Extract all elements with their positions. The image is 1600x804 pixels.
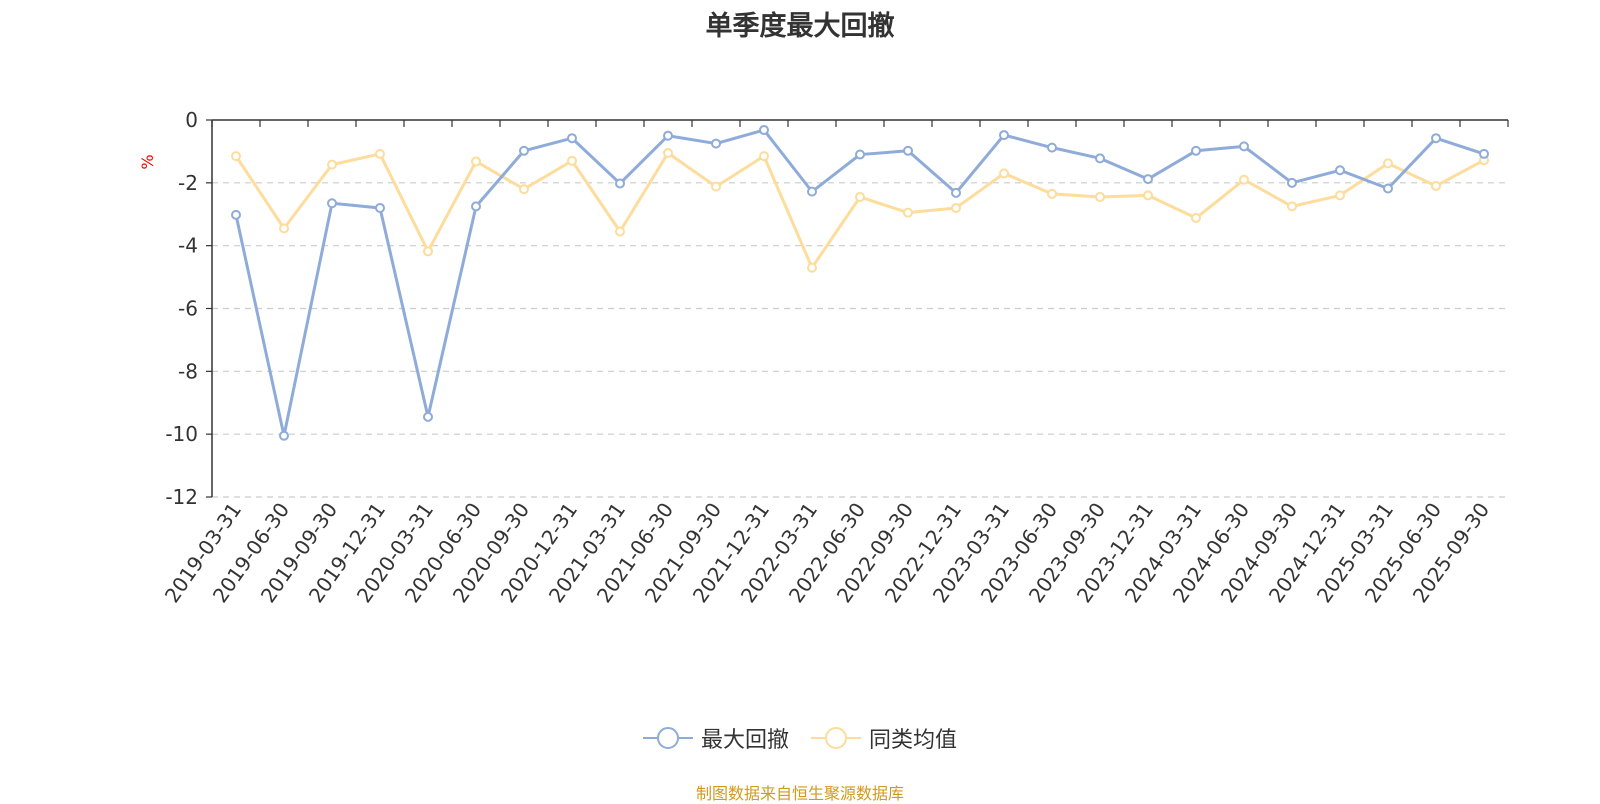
- data-point-peer-average: [231, 151, 241, 162]
- data-point-peer-average: [759, 151, 769, 162]
- legend-item-max-drawdown[interactable]: 最大回撤: [642, 722, 789, 754]
- data-point-peer-average: [1335, 190, 1345, 201]
- data-point-peer-average: [615, 226, 625, 237]
- data-point-peer-average: [327, 159, 337, 170]
- data-point-max-drawdown: [1047, 142, 1057, 153]
- data-point-max-drawdown: [279, 430, 289, 441]
- legend-label-max-drawdown: 最大回撤: [700, 728, 789, 753]
- data-point-peer-average: [1383, 158, 1393, 169]
- data-point-max-drawdown: [951, 187, 961, 198]
- data-point-peer-average: [471, 156, 481, 167]
- series-line-max-drawdown: [234, 128, 1485, 438]
- data-point-max-drawdown: [423, 411, 433, 422]
- data-point-peer-average: [1095, 191, 1105, 202]
- y-axis-unit: %: [138, 154, 157, 169]
- data-point-peer-average: [951, 202, 961, 213]
- data-point-max-drawdown: [375, 202, 385, 213]
- data-point-max-drawdown: [1383, 183, 1393, 194]
- data-point-max-drawdown: [711, 138, 721, 149]
- data-point-max-drawdown: [615, 178, 625, 189]
- data-point-max-drawdown: [1239, 141, 1249, 152]
- legend-swatch-peer-average: [811, 727, 861, 749]
- chart-title: 单季度最大回撤: [705, 11, 895, 42]
- data-point-max-drawdown: [231, 209, 241, 220]
- data-point-peer-average: [999, 168, 1009, 179]
- data-point-max-drawdown: [519, 145, 529, 156]
- y-tick-label: -12: [165, 485, 198, 509]
- data-point-max-drawdown: [807, 186, 817, 197]
- legend-label-peer-average: 同类均值: [869, 728, 958, 753]
- data-point-max-drawdown: [1335, 165, 1345, 176]
- data-point-peer-average: [423, 246, 433, 257]
- data-point-max-drawdown: [1191, 145, 1201, 156]
- data-point-peer-average: [711, 181, 721, 192]
- data-point-peer-average: [663, 147, 673, 158]
- data-point-max-drawdown: [663, 130, 673, 141]
- data-point-peer-average: [519, 184, 529, 195]
- data-source-note: 制图数据来自恒生聚源数据库: [695, 784, 904, 803]
- data-point-max-drawdown: [1287, 177, 1297, 188]
- data-point-max-drawdown: [567, 133, 577, 144]
- legend: 最大回撤 同类均值: [0, 722, 1600, 754]
- data-point-peer-average: [375, 148, 385, 159]
- data-point-peer-average: [855, 191, 865, 202]
- data-point-max-drawdown: [759, 125, 769, 136]
- data-point-max-drawdown: [999, 130, 1009, 141]
- data-point-peer-average: [807, 262, 817, 273]
- data-point-peer-average: [567, 155, 577, 166]
- legend-item-peer-average[interactable]: 同类均值: [811, 722, 957, 754]
- data-point-max-drawdown: [327, 198, 337, 209]
- data-point-max-drawdown: [1479, 148, 1489, 159]
- data-point-peer-average: [279, 223, 289, 234]
- x-tick-labels: 2019-03-312019-06-302019-09-302019-12-31…: [160, 498, 1494, 607]
- y-tick-label: 0: [185, 108, 198, 132]
- data-point-peer-average: [1287, 201, 1297, 212]
- data-point-peer-average: [1191, 213, 1201, 224]
- line-chart: 0 -2 -4 -6 -8 -10 -12 2019-03-312019-06-302019…: [138, 108, 1509, 607]
- y-tick-label: -10: [165, 422, 198, 446]
- y-tick-label: -4: [178, 234, 198, 258]
- data-point-max-drawdown: [1431, 133, 1441, 144]
- y-tick-labels: 0 -2 -4 -6 -8 -10 -12: [165, 108, 198, 509]
- data-point-peer-average: [903, 207, 913, 218]
- series-lines: [231, 125, 1489, 441]
- data-point-peer-average: [1431, 180, 1441, 191]
- data-point-max-drawdown: [855, 149, 865, 160]
- grid-lines: [212, 182, 1508, 498]
- y-tick-label: -2: [178, 171, 198, 195]
- data-point-peer-average: [1143, 190, 1153, 201]
- y-tick-label: -6: [178, 297, 198, 321]
- data-point-peer-average: [1047, 188, 1057, 199]
- legend-swatch-max-drawdown: [642, 727, 693, 749]
- data-point-max-drawdown: [471, 201, 481, 212]
- data-point-peer-average: [1239, 174, 1249, 185]
- data-point-max-drawdown: [903, 145, 913, 156]
- data-point-max-drawdown: [1095, 153, 1105, 164]
- axes: [206, 119, 1509, 498]
- data-point-max-drawdown: [1143, 174, 1153, 185]
- y-tick-label: -8: [178, 359, 198, 383]
